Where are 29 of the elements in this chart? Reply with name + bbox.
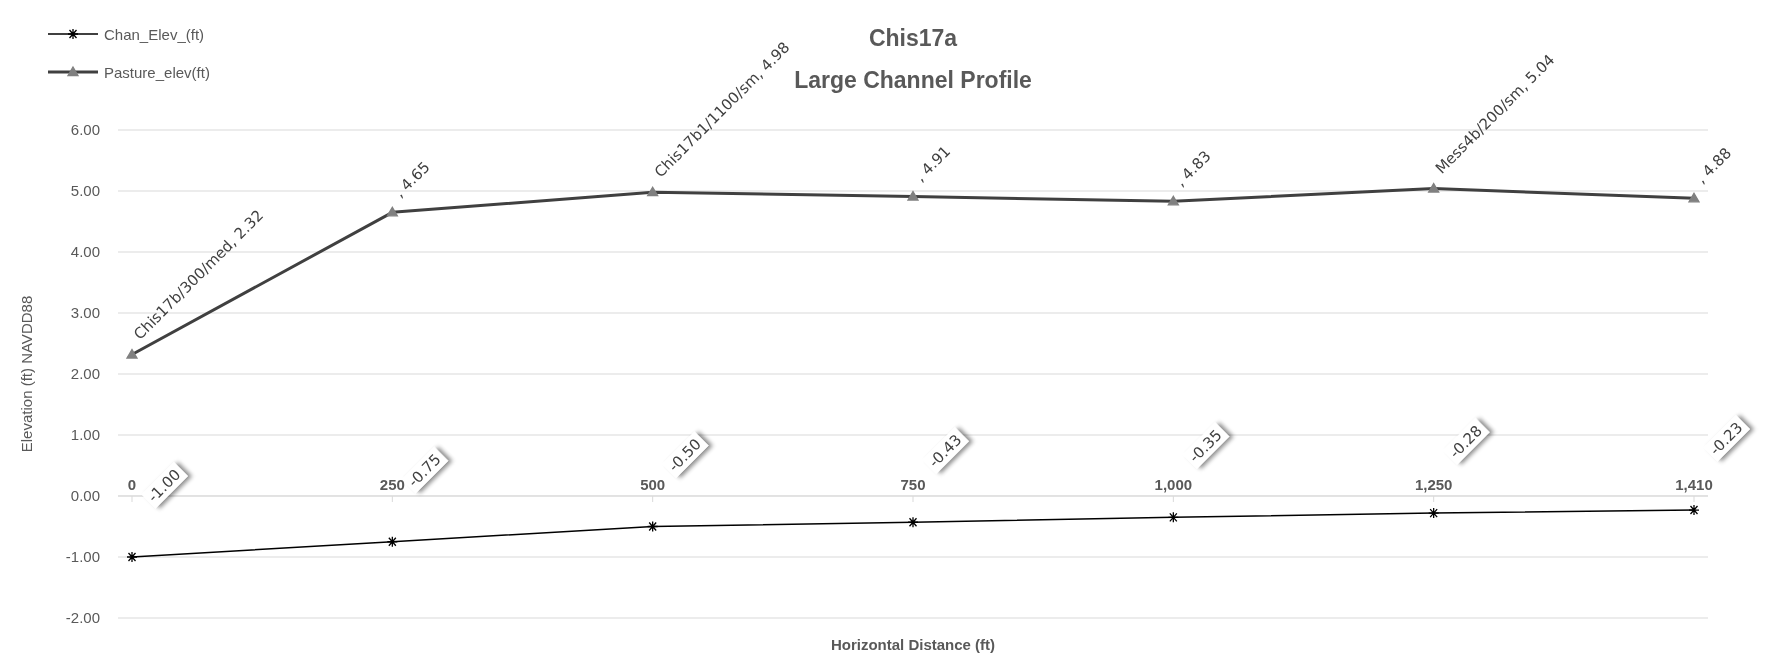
y-tick-label: 3.00 <box>70 304 100 321</box>
y-tick-label: 6.00 <box>70 121 100 138</box>
legend-label: Chan_Elev_(ft) <box>104 26 205 43</box>
x-tick-label: 500 <box>640 476 666 493</box>
x-tick-label: 1,000 <box>1154 476 1193 493</box>
point <box>1688 504 1700 516</box>
x-tick-label: 250 <box>379 476 405 493</box>
point <box>647 520 659 533</box>
chart-title: Chis17a <box>868 25 958 51</box>
point <box>1428 507 1440 519</box>
y-tick-label: -2.00 <box>65 609 100 626</box>
y-axis-title: Elevation (ft) NAVDD88 <box>18 295 35 453</box>
x-axis-title: Horizontal Distance (ft) <box>830 636 996 653</box>
y-tick-label: 4.00 <box>70 243 100 260</box>
x-tick-label: 0 <box>127 476 137 493</box>
y-tick-label: 0.00 <box>70 487 100 504</box>
y-tick-label: -1.00 <box>65 548 100 565</box>
x-tick-label: 750 <box>900 476 926 493</box>
point <box>126 551 138 563</box>
y-tick-label: 5.00 <box>70 182 100 199</box>
legend-label: Pasture_elev(ft) <box>104 64 210 81</box>
point <box>907 516 919 528</box>
y-tick-label: 1.00 <box>70 426 100 443</box>
point <box>1167 511 1179 523</box>
x-tick-label: 1,410 <box>1675 476 1713 493</box>
chart-subtitle: Large Channel Profile <box>794 67 1032 93</box>
y-tick-label: 2.00 <box>70 365 100 382</box>
point <box>386 536 398 548</box>
x-tick-label: 1,250 <box>1414 476 1453 493</box>
